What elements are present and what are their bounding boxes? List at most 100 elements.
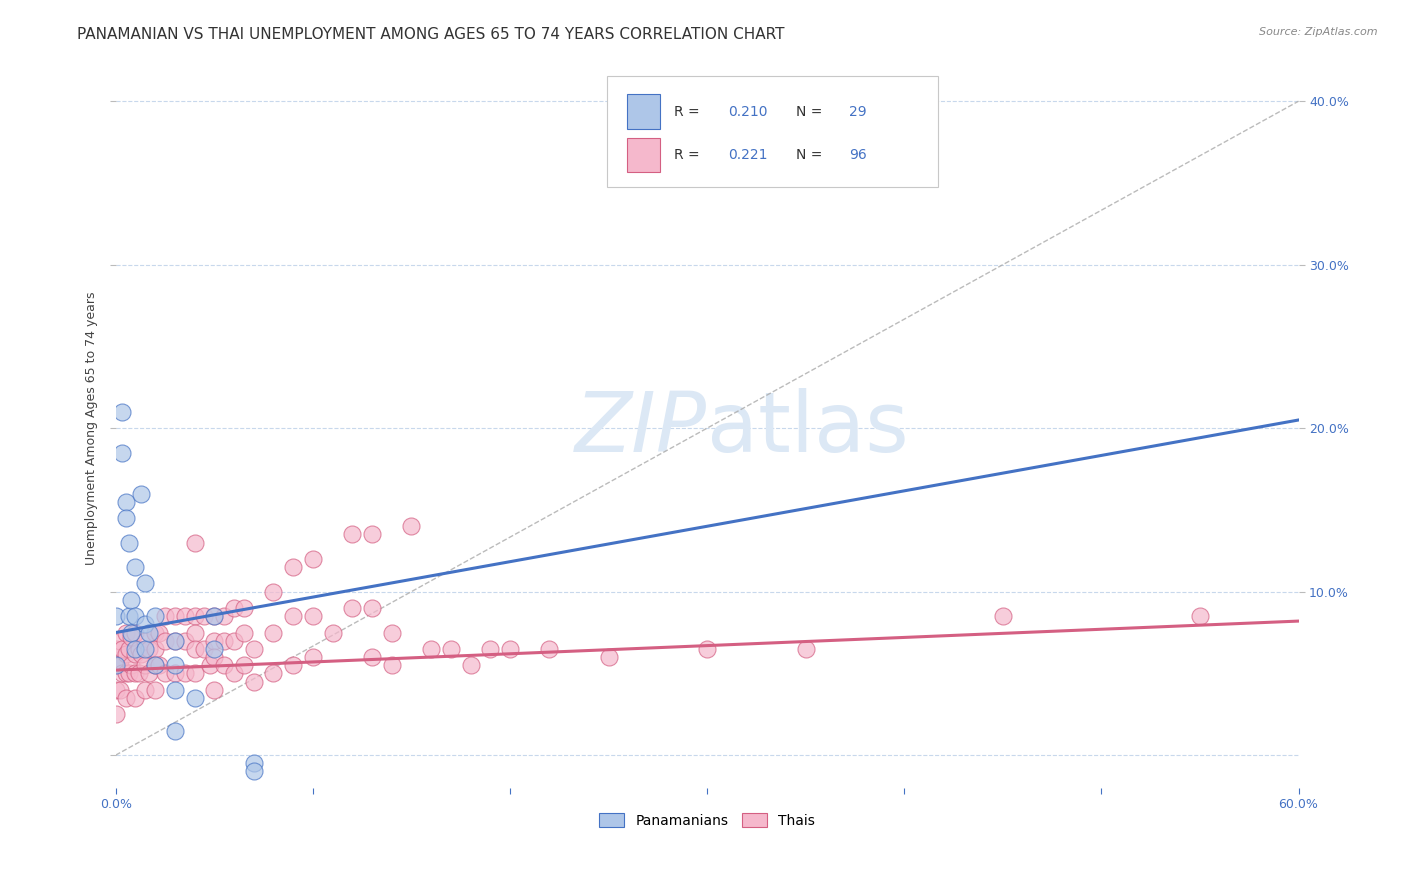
Point (148, 658, 170, 673)
Point (163, 609, 186, 624)
Point (110, 405, 132, 419)
Point (342, 601, 364, 615)
Point (124, 641, 146, 656)
Point (138, 625, 160, 640)
Point (420, 641, 443, 656)
Point (118, 609, 141, 624)
Point (104, 641, 127, 656)
Point (183, 625, 205, 640)
Point (460, 658, 482, 673)
Point (120, 658, 142, 673)
Point (202, 609, 225, 624)
Text: N =: N = (796, 104, 827, 119)
Point (104, 707, 127, 722)
Point (183, 666, 205, 681)
Point (183, 609, 205, 624)
Point (479, 641, 502, 656)
Text: PANAMANIAN VS THAI UNEMPLOYMENT AMONG AGES 65 TO 74 YEARS CORRELATION CHART: PANAMANIAN VS THAI UNEMPLOYMENT AMONG AG… (77, 27, 785, 42)
Point (183, 535, 205, 549)
Point (124, 625, 146, 640)
Y-axis label: Unemployment Among Ages 65 to 74 years: Unemployment Among Ages 65 to 74 years (86, 292, 98, 565)
Point (143, 682, 166, 697)
Point (120, 631, 142, 645)
Point (129, 647, 152, 661)
Text: 0.210: 0.210 (728, 104, 768, 119)
Point (212, 609, 235, 624)
Point (232, 658, 254, 673)
Point (153, 633, 176, 648)
Point (222, 601, 245, 615)
Point (173, 609, 195, 624)
Point (281, 658, 304, 673)
Point (124, 666, 146, 681)
Point (153, 666, 176, 681)
Point (138, 641, 160, 656)
Point (114, 625, 136, 640)
Point (200, 658, 222, 673)
Point (120, 592, 142, 607)
Point (104, 682, 127, 697)
Point (232, 601, 254, 615)
Point (222, 666, 245, 681)
Text: Source: ZipAtlas.com: Source: ZipAtlas.com (1260, 27, 1378, 37)
Point (163, 658, 186, 673)
Point (202, 641, 225, 656)
Point (401, 519, 423, 533)
Point (124, 609, 146, 624)
Text: 29: 29 (849, 104, 866, 119)
Point (301, 650, 323, 665)
Point (183, 641, 205, 656)
Point (114, 647, 136, 661)
Point (153, 609, 176, 624)
Point (281, 609, 304, 624)
Point (222, 633, 245, 648)
Point (1188, 609, 1211, 624)
Point (124, 647, 146, 661)
Point (143, 658, 166, 673)
Point (148, 625, 170, 640)
Point (163, 633, 186, 648)
Point (110, 446, 132, 460)
Point (134, 633, 156, 648)
Point (110, 666, 132, 681)
Point (128, 641, 150, 656)
Point (499, 641, 522, 656)
Point (381, 658, 404, 673)
Point (134, 641, 156, 656)
Point (262, 584, 284, 599)
Point (134, 576, 156, 591)
Point (104, 658, 127, 673)
Bar (627, 95, 659, 129)
Point (114, 494, 136, 508)
Point (134, 682, 156, 697)
Point (143, 641, 166, 656)
Text: atlas: atlas (707, 388, 908, 468)
Text: N =: N = (796, 148, 827, 161)
Point (242, 764, 264, 779)
Point (598, 650, 620, 665)
Point (143, 658, 166, 673)
Point (262, 666, 284, 681)
Point (138, 666, 160, 681)
Point (143, 609, 166, 624)
Point (262, 625, 284, 640)
Point (361, 650, 384, 665)
Point (242, 674, 264, 689)
Point (124, 690, 146, 705)
Point (129, 486, 152, 500)
Point (361, 527, 384, 541)
Point (281, 560, 304, 574)
Legend: Panamanians, Thais: Panamanians, Thais (592, 806, 823, 835)
Point (696, 641, 718, 656)
Point (104, 609, 127, 624)
Point (173, 633, 195, 648)
Text: R =: R = (673, 104, 704, 119)
Point (440, 641, 463, 656)
Bar (627, 137, 659, 172)
Point (118, 666, 141, 681)
Point (134, 658, 156, 673)
Point (242, 641, 264, 656)
Point (193, 641, 215, 656)
Point (202, 633, 225, 648)
Point (232, 625, 254, 640)
